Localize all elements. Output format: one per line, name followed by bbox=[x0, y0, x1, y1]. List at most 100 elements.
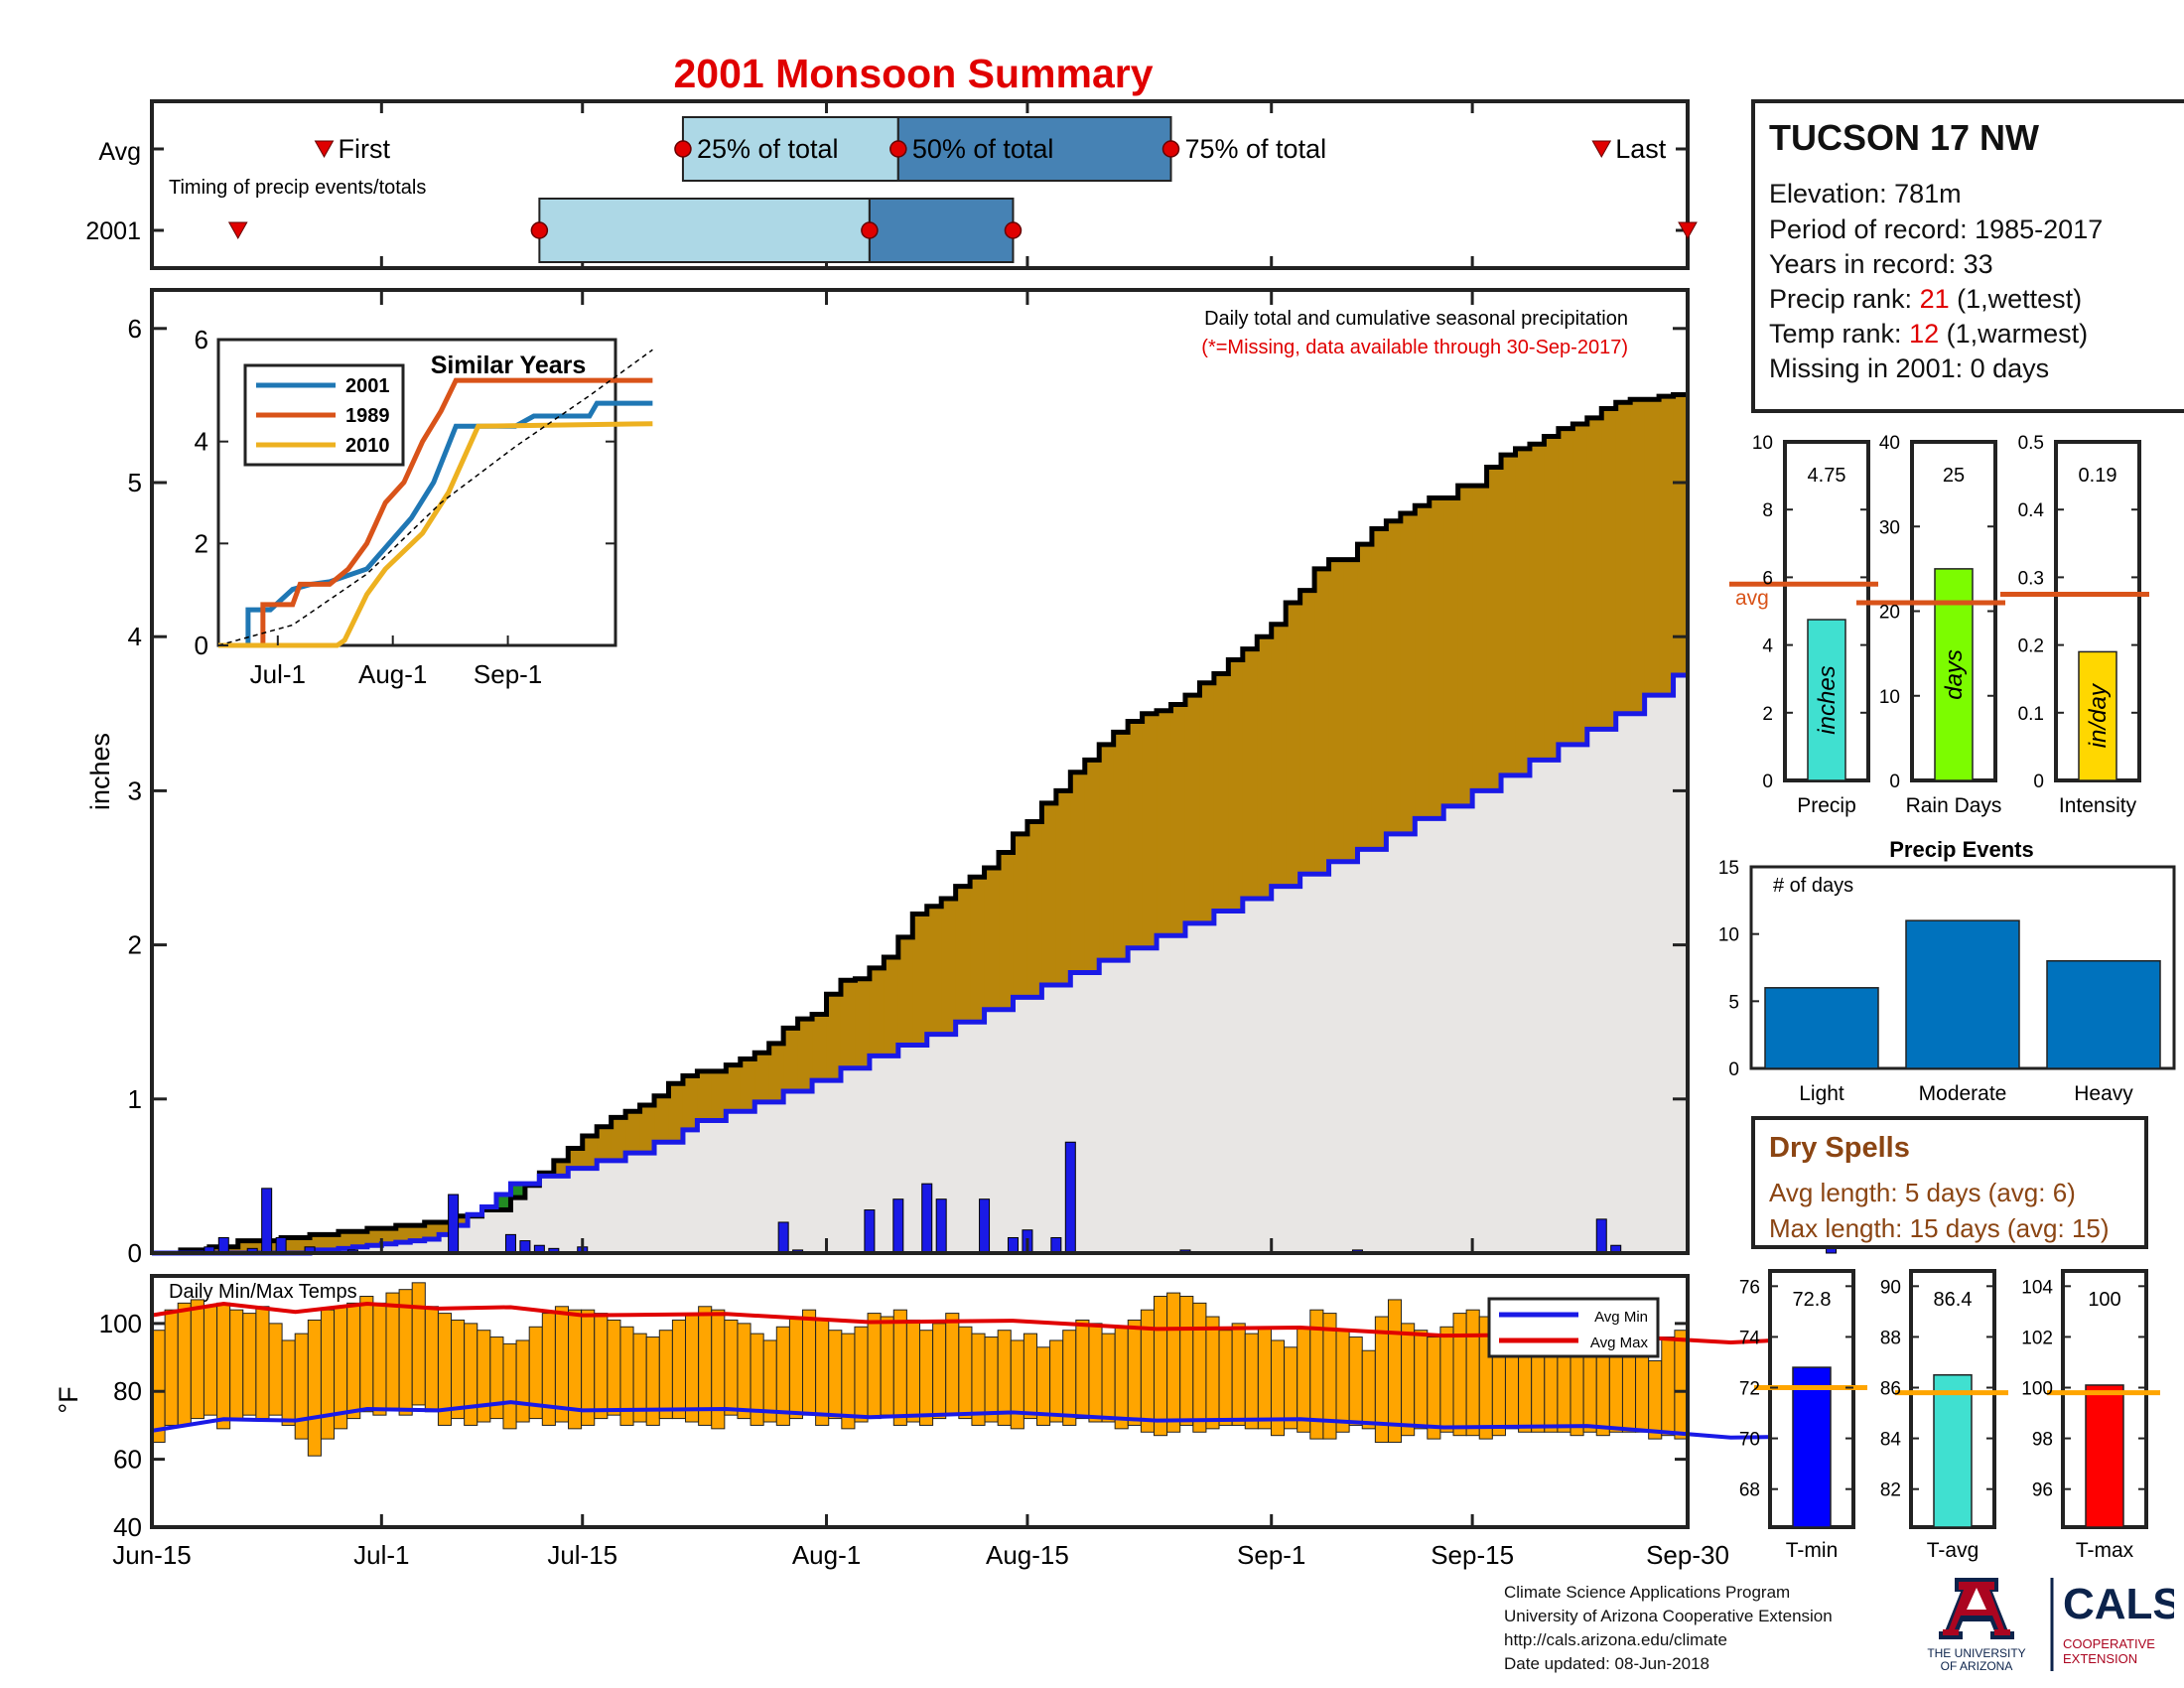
departure-below-2001-area bbox=[869, 967, 885, 1056]
departure-below-2001-area bbox=[797, 1019, 813, 1092]
departure-below-2001-area bbox=[1544, 436, 1560, 761]
stat-ytick-label: 0 bbox=[1762, 772, 1773, 792]
temp-stat-value-label: 72.8 bbox=[1793, 1289, 1832, 1311]
temp-stat-ytick-label: 72 bbox=[1739, 1379, 1760, 1400]
station-period: Period of record: 1985-2017 bbox=[1769, 214, 2104, 244]
cumulative-common-area bbox=[152, 675, 1688, 1253]
daily-temp-range-bar bbox=[671, 1319, 687, 1420]
departure-below-2001-area bbox=[1099, 744, 1115, 961]
station-info-box: TUCSON 17 NW Elevation: 781m Period of r… bbox=[1751, 99, 2184, 413]
departure-below-2001-area bbox=[410, 1225, 426, 1241]
daily-temp-range-bar bbox=[502, 1342, 517, 1430]
stat-unit-label: inches bbox=[1814, 665, 1841, 734]
timing-panel: Avg 2001 Timing of precip events/totals … bbox=[85, 99, 1698, 270]
main-ytick-label: 1 bbox=[128, 1084, 142, 1114]
station-temp-rank: Temp rank: 12 (1,warmest) bbox=[1769, 319, 2088, 350]
temp-stat-value-label: 100 bbox=[2088, 1289, 2120, 1311]
stat-ytick-label: 10 bbox=[1879, 687, 1900, 708]
departure-below-2001-area bbox=[1501, 455, 1517, 775]
daily-temp-range-bar bbox=[724, 1319, 739, 1416]
stat-category-label: Rain Days bbox=[1906, 794, 2002, 817]
stat-ytick-label: 0.3 bbox=[2018, 568, 2044, 589]
main-ytick-label: 3 bbox=[128, 775, 142, 805]
departure-below-2001-area bbox=[639, 1105, 655, 1154]
precip-rank-value: 21 bbox=[1919, 284, 1950, 314]
credit-line-1: Climate Science Applications Program bbox=[1504, 1583, 1791, 1602]
departure-below-2001-area bbox=[1026, 821, 1042, 998]
credit-line-3: http://cals.arizona.edu/climate bbox=[1504, 1630, 1727, 1649]
events-ylabel: # of days bbox=[1773, 875, 1853, 897]
departure-below-2001-area bbox=[1084, 760, 1100, 973]
daily-temp-range-bar bbox=[1465, 1309, 1480, 1437]
main-ytick-label: 4 bbox=[128, 622, 142, 651]
inset-average-line bbox=[217, 349, 653, 646]
stat-value-label: 0.19 bbox=[2079, 465, 2117, 487]
events-title: Precip Events bbox=[1889, 837, 2034, 862]
departure-below-2001-area bbox=[1400, 513, 1416, 834]
departure-below-2001-area bbox=[726, 1064, 742, 1112]
departure-below-2001-area bbox=[1128, 721, 1144, 948]
daily-temp-range-bar bbox=[581, 1309, 596, 1426]
daily-precip-bar bbox=[1007, 1236, 1019, 1254]
temperature-panel: 40 60 80 100 Daily Min/Max Temps °F Avg Min… bbox=[54, 1274, 1832, 1570]
daily-temp-range-bar bbox=[164, 1309, 179, 1426]
daily-temp-range-bar bbox=[958, 1326, 973, 1420]
university-of-arizona-logo: THE UNIVERSITY OF ARIZONA bbox=[1927, 1578, 2026, 1673]
daily-precip-bar bbox=[1050, 1236, 1062, 1254]
daily-temp-range-bar bbox=[451, 1319, 466, 1420]
departure-below-2001-area bbox=[453, 1215, 469, 1226]
departure-below-2001-area bbox=[1615, 402, 1631, 714]
daily-precip-bar bbox=[504, 1233, 516, 1254]
event-ytick-label: 15 bbox=[1718, 858, 1739, 879]
daily-temp-range-bar bbox=[1127, 1319, 1142, 1426]
departure-below-2001-area bbox=[1286, 603, 1301, 887]
temp-stat-ytick-label: 74 bbox=[1739, 1328, 1761, 1348]
timing-event-marker bbox=[1678, 221, 1698, 240]
departure-below-2001-area bbox=[1558, 428, 1573, 745]
daily-temp-range-bar bbox=[828, 1330, 843, 1420]
timing-box-p25-p50 bbox=[681, 116, 899, 182]
daily-temp-range-bar bbox=[1414, 1330, 1429, 1430]
stat-ytick-label: 10 bbox=[1752, 433, 1773, 454]
daily-temp-range-bar bbox=[320, 1309, 336, 1440]
departure-below-2001-area bbox=[711, 1070, 727, 1121]
daily-temp-range-bar bbox=[802, 1309, 817, 1416]
daily-temp-range-bar bbox=[880, 1316, 894, 1416]
departure-below-2001-area bbox=[768, 1043, 784, 1102]
daily-temp-range-bar bbox=[867, 1313, 882, 1420]
departure-below-2001-area bbox=[984, 868, 1000, 1010]
daily-temp-range-bar bbox=[281, 1339, 296, 1426]
timing-percentile-marker bbox=[861, 221, 879, 239]
daily-temp-range-bar bbox=[1088, 1323, 1103, 1423]
timing-row-avg-label: Avg bbox=[98, 138, 141, 166]
daily-temp-range-bar bbox=[216, 1302, 231, 1430]
daily-temp-range-bar bbox=[1297, 1326, 1311, 1433]
departure-below-2001-area bbox=[1055, 790, 1071, 985]
inset-xtick-label: Aug-1 bbox=[358, 659, 427, 689]
timing-row-2001-label: 2001 bbox=[85, 217, 141, 245]
departure-below-2001-area bbox=[338, 1231, 354, 1249]
temp-stat-ytick-label: 104 bbox=[2021, 1277, 2053, 1298]
x-axis-tick-label: Aug-15 bbox=[986, 1540, 1069, 1570]
inset-ytick-label: 6 bbox=[195, 325, 208, 354]
departure-below-2001-area bbox=[1443, 497, 1459, 806]
inset-xtick-label: Sep-1 bbox=[474, 659, 542, 689]
timing-marker-label: 75% of total bbox=[1185, 134, 1327, 164]
departure-below-2001-area bbox=[1659, 396, 1675, 696]
cals-logo-line2: EXTENSION bbox=[2063, 1651, 2137, 1666]
temp-stat-category-label: T-avg bbox=[1927, 1539, 1979, 1562]
daily-temp-range-bar bbox=[815, 1319, 830, 1426]
daily-temp-range-bar bbox=[892, 1309, 907, 1426]
timing-percentile-marker bbox=[530, 221, 549, 239]
stat-ytick-label: 0 bbox=[1889, 772, 1900, 792]
stat-ytick-label: 2 bbox=[1762, 704, 1773, 725]
dry-spells-max: Max length: 15 days (avg: 15) bbox=[1769, 1213, 2110, 1243]
departure-below-2001-area bbox=[1328, 559, 1344, 862]
daily-temp-range-bar bbox=[242, 1313, 257, 1416]
stat-ytick-label: 0.1 bbox=[2018, 704, 2044, 725]
timing-percentile-marker bbox=[1004, 221, 1023, 239]
daily-temp-range-bar bbox=[737, 1323, 751, 1420]
precip-events-panel: Precip Events # of days Light Moderate Hea… bbox=[1718, 837, 2176, 1105]
daily-temp-range-bar bbox=[1427, 1336, 1441, 1440]
departure-below-2001-area bbox=[1041, 802, 1057, 985]
